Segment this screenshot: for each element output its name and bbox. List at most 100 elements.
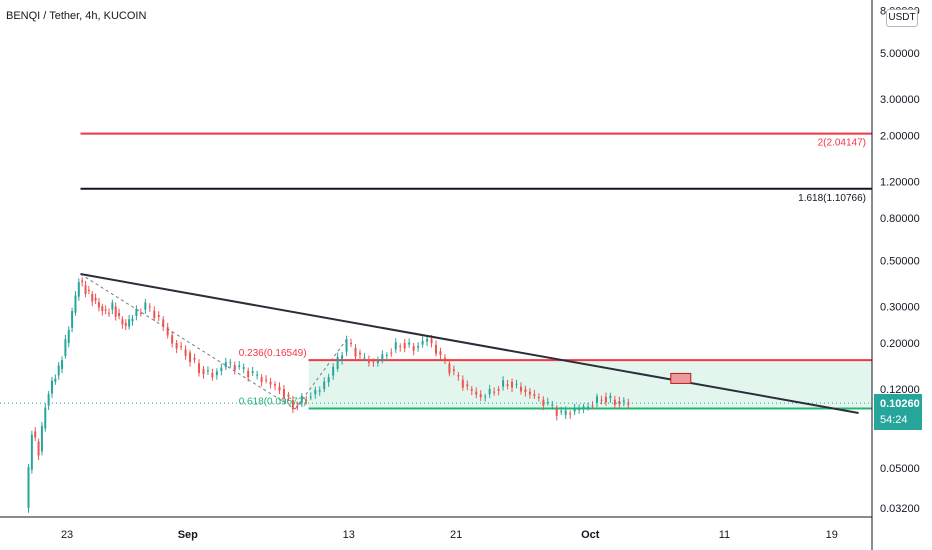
fib-zone-fill bbox=[308, 360, 872, 409]
candle-body bbox=[564, 410, 567, 415]
price-tick-label: 2.00000 bbox=[880, 131, 920, 143]
candle-body bbox=[314, 389, 317, 395]
candle-body bbox=[345, 339, 348, 352]
candle-body bbox=[609, 395, 612, 399]
candle-body bbox=[452, 369, 455, 372]
candle-body bbox=[461, 379, 464, 388]
candle-body bbox=[224, 362, 227, 368]
candle-body bbox=[111, 302, 114, 310]
candle-body bbox=[67, 330, 70, 344]
candle-body bbox=[71, 311, 74, 328]
candle-body bbox=[61, 360, 64, 369]
candle-body bbox=[591, 405, 594, 407]
candle-body bbox=[560, 411, 563, 413]
candle-body bbox=[108, 312, 110, 314]
candle-body bbox=[97, 302, 100, 308]
candle-body bbox=[77, 282, 80, 297]
candle-body bbox=[300, 395, 303, 403]
candle-body bbox=[171, 335, 174, 344]
candle-body bbox=[57, 365, 60, 376]
candle-body bbox=[573, 408, 576, 412]
level-fill-layer bbox=[308, 360, 872, 409]
candle-body bbox=[318, 390, 321, 392]
candle-body bbox=[341, 355, 344, 361]
drawing-layer bbox=[0, 273, 872, 414]
candle-body bbox=[511, 381, 514, 388]
price-tick-label: 0.20000 bbox=[880, 338, 920, 350]
candle-body bbox=[233, 365, 236, 371]
candle-body bbox=[220, 367, 223, 372]
candle-body bbox=[587, 406, 590, 408]
candle-body bbox=[381, 354, 384, 360]
candle-body bbox=[124, 322, 127, 326]
candle-body bbox=[533, 394, 536, 397]
price-tick-label: 1.20000 bbox=[880, 177, 920, 189]
candle-body bbox=[408, 342, 411, 345]
candle-body bbox=[44, 407, 47, 429]
candle-body bbox=[604, 396, 607, 403]
candle-body bbox=[101, 306, 104, 312]
candle-body bbox=[131, 318, 134, 322]
candle-body bbox=[479, 394, 482, 398]
time-tick-label: 23 bbox=[61, 529, 73, 541]
candle-body bbox=[278, 386, 281, 391]
candle-body bbox=[139, 312, 142, 314]
price-tick-label: 0.50000 bbox=[880, 255, 920, 267]
candle-body bbox=[37, 441, 40, 456]
candle-body bbox=[363, 357, 366, 359]
candle-body bbox=[555, 408, 558, 416]
candle-body bbox=[87, 290, 90, 292]
candle-layer bbox=[27, 277, 630, 513]
candle-body bbox=[578, 408, 581, 411]
candle-body bbox=[376, 360, 379, 364]
candle-body bbox=[354, 347, 357, 357]
fib-level-label: 0.618(0.09672) bbox=[239, 396, 307, 407]
candle-body bbox=[403, 343, 406, 349]
candle-body bbox=[519, 386, 522, 392]
candle-body bbox=[189, 352, 192, 363]
candle-body bbox=[197, 363, 200, 373]
time-tick-label: 21 bbox=[450, 529, 462, 541]
candle-body bbox=[542, 399, 545, 406]
candle-body bbox=[47, 394, 50, 406]
candle-body bbox=[144, 302, 147, 310]
candle-body bbox=[305, 399, 308, 401]
candle-body bbox=[470, 389, 473, 391]
candle-body bbox=[551, 404, 554, 406]
candle-body bbox=[40, 425, 43, 452]
descending-trendline bbox=[80, 273, 859, 414]
candle-body bbox=[104, 309, 107, 311]
candle-body bbox=[332, 366, 335, 376]
candle-body bbox=[64, 339, 67, 356]
fib-level-label: 1.618(1.10766) bbox=[798, 193, 866, 204]
time-tick-label: Oct bbox=[581, 529, 600, 541]
price-tick-label: 0.80000 bbox=[880, 213, 920, 225]
candle-body bbox=[274, 384, 277, 386]
candle-body bbox=[600, 399, 603, 401]
candle-body bbox=[251, 371, 254, 374]
candle-body bbox=[128, 319, 131, 327]
candle-body bbox=[443, 357, 446, 360]
candle-body bbox=[229, 362, 232, 364]
price-tick-label: 0.03200 bbox=[880, 503, 920, 515]
symbol-title[interactable]: BENQI / Tether, 4h, KUCOIN bbox=[6, 10, 147, 22]
candle-body bbox=[193, 357, 196, 360]
currency-badge[interactable]: USDT bbox=[886, 9, 918, 27]
price-tick-label: 0.30000 bbox=[880, 301, 920, 313]
candle-body bbox=[435, 344, 437, 354]
candle-body bbox=[148, 306, 151, 308]
candle-body bbox=[153, 310, 156, 319]
candle-body bbox=[595, 396, 598, 403]
candle-body bbox=[291, 399, 294, 410]
candle-body bbox=[211, 373, 214, 378]
candle-body bbox=[385, 354, 388, 357]
candle-body bbox=[135, 308, 138, 316]
candle-body bbox=[475, 391, 478, 395]
candle-body bbox=[202, 368, 205, 375]
candle-body bbox=[417, 346, 420, 348]
candle-body bbox=[358, 352, 361, 355]
candle-body bbox=[166, 327, 169, 336]
candle-body bbox=[493, 391, 496, 393]
time-tick-label: Sep bbox=[178, 529, 198, 541]
